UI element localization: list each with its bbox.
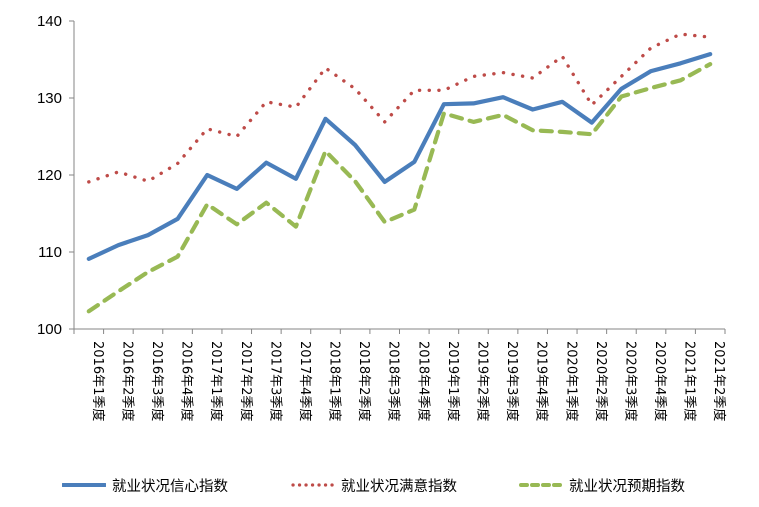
x-tick-label: 2018年2季度 xyxy=(356,341,372,421)
x-tick-label: 2021年1季度 xyxy=(682,341,698,421)
x-tick-label: 2018年1季度 xyxy=(327,341,343,421)
x-tick-label: 2017年3季度 xyxy=(267,341,283,421)
series-line-expectation xyxy=(86,61,713,314)
series-line-satisfaction xyxy=(87,32,712,184)
chart-series-lines xyxy=(86,32,713,314)
x-tick-label: 2020年1季度 xyxy=(563,341,579,421)
y-tick-label: 110 xyxy=(38,244,62,261)
x-tick-label: 2016年2季度 xyxy=(119,341,135,421)
y-axis-ticks: 100 110 120 130 140 xyxy=(37,13,62,338)
x-tick-label: 2019年3季度 xyxy=(504,341,520,421)
line-chart: 100 110 120 130 140 2016年1季度 2016年2季度 2016年3季度… xyxy=(37,13,727,421)
legend-item-satisfaction: 就业状况满意指数 xyxy=(291,470,457,500)
x-tick-label: 2017年1季度 xyxy=(208,341,224,421)
x-tick-label: 2017年2季度 xyxy=(238,341,254,421)
legend-item-expectation: 就业状况预期指数 xyxy=(519,470,685,500)
x-tick-label: 2021年2季度 xyxy=(711,341,727,421)
x-tick-label: 2020年2季度 xyxy=(593,341,609,421)
x-tick-label: 2017年4季度 xyxy=(297,341,313,421)
chart-axes xyxy=(69,20,726,334)
x-tick-label: 2019年2季度 xyxy=(474,341,490,421)
legend-item-confidence: 就业状况信心指数 xyxy=(62,470,228,500)
y-tick-label: 120 xyxy=(37,167,62,184)
y-tick-label: 100 xyxy=(37,321,62,338)
x-tick-label: 2019年4季度 xyxy=(534,341,550,421)
legend-dashed-line-icon xyxy=(519,483,563,487)
x-tick-label: 2019年1季度 xyxy=(445,341,461,421)
x-tick-label: 2018年4季度 xyxy=(415,341,431,421)
x-tick-label: 2016年4季度 xyxy=(179,341,195,421)
legend-label: 就业状况信心指数 xyxy=(112,478,228,495)
legend-label: 就业状况满意指数 xyxy=(341,478,457,495)
y-tick-label: 130 xyxy=(37,90,62,107)
chart-legend: 就业状况信心指数 就业状况满意指数 就业状况预期指数 xyxy=(0,470,759,500)
x-tick-label: 2016年3季度 xyxy=(149,341,165,421)
y-tick-label: 140 xyxy=(37,13,62,30)
legend-solid-line-icon xyxy=(62,483,106,487)
legend-dotted-line-icon xyxy=(291,483,335,487)
x-tick-label: 2018年3季度 xyxy=(386,341,402,421)
legend-label: 就业状况预期指数 xyxy=(569,478,685,495)
series-line-confidence xyxy=(86,51,713,261)
x-tick-label: 2016年1季度 xyxy=(90,341,106,421)
x-tick-label: 2020年3季度 xyxy=(622,341,638,421)
x-axis-ticks: 2016年1季度 2016年2季度 2016年3季度 2016年4季度 2017年1季度… xyxy=(90,341,727,421)
x-tick-label: 2020年4季度 xyxy=(652,341,668,421)
